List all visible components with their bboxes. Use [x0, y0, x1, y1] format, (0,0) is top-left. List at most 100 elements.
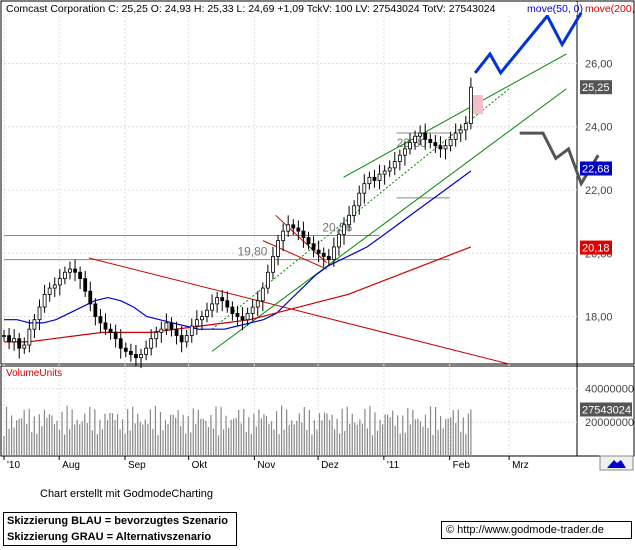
x-tick-label: Mrz	[512, 460, 529, 471]
candle-body	[281, 230, 286, 242]
candle-body	[301, 230, 306, 238]
candle-body	[387, 167, 392, 172]
candle-body	[47, 287, 52, 295]
candle-body	[98, 316, 103, 324]
candle-body	[271, 256, 275, 273]
ma50-line	[4, 170, 472, 330]
candle-body	[397, 154, 402, 162]
y-tick-label: 24,00	[585, 122, 613, 134]
candle-body	[443, 145, 448, 150]
candle-body	[342, 224, 346, 235]
candle-body	[154, 331, 159, 340]
candle-body	[321, 252, 326, 257]
candle-body	[255, 300, 260, 308]
scenario-legend: Skizzierung BLAU = bevorzugtes Szenario …	[3, 512, 237, 546]
candle-body	[27, 328, 32, 346]
candle-body	[17, 338, 22, 349]
candle-body	[433, 142, 438, 147]
candle-body	[52, 284, 57, 289]
candle-body	[240, 316, 245, 321]
candle-body	[296, 227, 301, 232]
candle-body	[337, 233, 341, 248]
candle-body	[37, 306, 42, 321]
candle-body	[331, 246, 336, 260]
source-url[interactable]: © http://www.godmode-trader.de	[441, 521, 632, 539]
candle-body	[225, 300, 230, 308]
candle-body	[57, 278, 62, 286]
header-info: Comcast Corporation C: 25,25 O: 24,93 H:…	[6, 3, 496, 15]
candle-body	[144, 347, 148, 355]
candle-body	[438, 145, 443, 150]
candle-body	[286, 224, 291, 232]
candle-body	[413, 135, 417, 143]
candle-body	[164, 322, 169, 330]
gap-box	[473, 95, 484, 115]
candle-body	[174, 328, 179, 336]
price-badge-label: 20,18	[582, 243, 610, 255]
candle-body	[32, 319, 37, 330]
ma50-label: move(50, 0)	[527, 3, 583, 15]
candle-body	[189, 325, 194, 336]
candle-body	[408, 142, 412, 150]
candle-body	[235, 312, 240, 317]
scroll-arrow-icon	[607, 460, 626, 468]
candle-body	[347, 214, 351, 226]
candle-body	[215, 297, 220, 305]
volume-tick-label: 20000000	[585, 417, 634, 429]
candle-body	[179, 335, 184, 343]
flag-upper-line	[275, 214, 327, 264]
price-badge	[580, 240, 612, 255]
volume-badge-label: 27543024	[582, 404, 631, 416]
price-badge-label: 25,25	[582, 82, 610, 94]
candle-body	[108, 328, 113, 333]
candle-body	[200, 316, 204, 321]
candle-body	[103, 322, 108, 330]
legend-line-gray: Skizzierung GRAU = Alternativszenario	[7, 531, 212, 543]
candle-body	[306, 237, 311, 245]
candle-body	[418, 132, 423, 137]
price-panel-frame	[0, 0, 635, 365]
candle-body	[352, 205, 357, 216]
level-label: 19,80	[237, 245, 267, 259]
candle-body	[367, 176, 372, 185]
candle-body	[2, 335, 6, 337]
candle-body	[68, 268, 72, 273]
candle-body	[316, 249, 321, 254]
legend-line-blue: Skizzierung BLAU = bevorzugtes Szenario	[7, 515, 228, 527]
candle-body	[210, 303, 214, 311]
candle-body	[7, 335, 11, 343]
scenario-sketches	[473, 12, 600, 188]
candle-body	[149, 338, 154, 349]
candle-body	[134, 354, 138, 359]
candle-body	[73, 268, 77, 273]
candle-body	[128, 350, 133, 355]
volume-label: VolumeUnits	[6, 368, 62, 379]
x-tick-label: '10	[7, 460, 20, 471]
x-tick-label: Dez	[321, 460, 339, 471]
ma200-label: move(200, 0)	[585, 3, 635, 15]
candle-body	[184, 335, 189, 343]
x-tick-label: Aug	[62, 460, 80, 471]
candle-body	[12, 338, 17, 343]
candle-body	[83, 278, 88, 292]
candle-body	[88, 290, 93, 305]
candle-body	[113, 331, 118, 340]
trend-lines	[88, 53, 567, 365]
candle-body	[93, 303, 98, 317]
candle-body	[326, 256, 331, 261]
candle-body	[377, 173, 382, 181]
candle-body	[403, 148, 407, 156]
candle-body	[382, 170, 387, 175]
y-tick-label: 18,00	[585, 312, 613, 324]
candle-body	[458, 129, 463, 134]
candle-body	[362, 183, 367, 194]
candle-body	[428, 138, 433, 143]
candle-body	[123, 347, 128, 352]
gray-scenario	[519, 131, 600, 188]
candle-body	[245, 312, 250, 321]
candle-body	[22, 344, 27, 349]
x-tick-label: Okt	[192, 460, 208, 471]
candle-body	[169, 322, 174, 330]
x-tick-label: Feb	[453, 460, 471, 471]
